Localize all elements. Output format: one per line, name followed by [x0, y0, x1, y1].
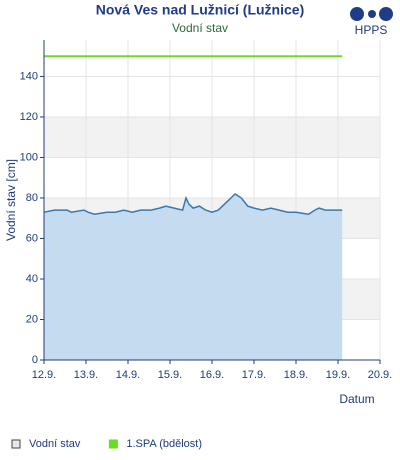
x-tick-label: 15.9.	[158, 369, 182, 381]
x-tick-label: 19.9.	[326, 369, 350, 381]
legend-label: 1.SPA (bdělost)	[126, 438, 202, 450]
legend-swatch	[11, 439, 21, 449]
x-tick-label: 20.9.	[368, 369, 392, 381]
x-tick-label: 16.9.	[200, 369, 224, 381]
line	[43, 192, 343, 215]
y-tick-label: 100	[20, 151, 38, 163]
legend-label: Vodní stav	[29, 438, 81, 450]
y-tick-label: 0	[32, 354, 38, 366]
legend-swatch	[108, 439, 118, 449]
y-axis-label: Vodní stav [cm]	[4, 159, 18, 241]
logo-text: HPPS	[355, 23, 388, 37]
x-tick-label: 18.9.	[284, 369, 308, 381]
x-tick-label: 17.9.	[242, 369, 266, 381]
y-tick-label: 20	[26, 313, 38, 325]
x-tick-label: 12.9.	[32, 369, 56, 381]
x-axis-label: Datum	[339, 392, 374, 406]
x-tick-label: 13.9.	[74, 369, 98, 381]
y-tick-label: 140	[20, 70, 38, 82]
chart-title: Nová Ves nad Lužnicí (Lužnice)	[96, 2, 304, 18]
logo: HPPS	[350, 7, 393, 37]
y-tick-label: 60	[26, 232, 38, 244]
chart-subtitle: Vodní stav	[172, 21, 228, 35]
y-tick-label: 120	[20, 111, 38, 123]
y-tick-label: 40	[26, 273, 38, 285]
y-tick-label: 80	[26, 192, 38, 204]
area	[44, 193, 343, 360]
x-tick-label: 14.9.	[116, 369, 140, 381]
